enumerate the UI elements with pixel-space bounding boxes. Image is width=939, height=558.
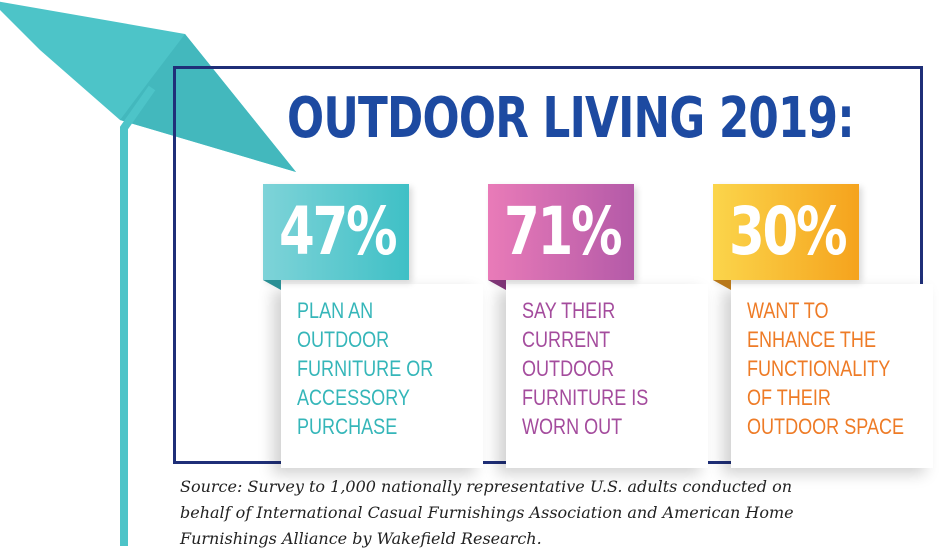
stat-percent-tab: 71% <box>488 184 634 280</box>
stat-description: SAY THEIR CURRENT OUTDOOR FURNITURE IS W… <box>522 298 649 439</box>
stat-percent: 71% <box>504 193 623 270</box>
stat-percent-tab: 47% <box>263 184 409 280</box>
stat-card-paper <box>506 284 708 468</box>
stat-card-1: 47% PLAN AN OUTDOOR FURNITURE OR ACCESSO… <box>263 184 483 468</box>
stat-percent: 47% <box>279 193 398 270</box>
stat-card-paper <box>281 284 483 468</box>
page-title: OUTDOOR LIVING 2019: <box>287 86 855 151</box>
stat-card-3: 30% WANT TO ENHANCE THE FUNCTIONALITY OF… <box>713 184 933 468</box>
umbrella-pole <box>120 85 156 546</box>
stat-percent-tab: 30% <box>713 184 859 280</box>
tab-fold <box>488 280 506 290</box>
stat-description: PLAN AN OUTDOOR FURNITURE OR ACCESSORY P… <box>297 298 434 439</box>
stat-description: WANT TO ENHANCE THE FUNCTIONALITY OF THE… <box>747 298 905 439</box>
source-note: Source: Survey to 1,000 nationally repre… <box>180 477 794 548</box>
stat-percent: 30% <box>729 193 848 270</box>
stat-card-paper <box>731 284 933 468</box>
tab-fold <box>263 280 281 290</box>
tab-fold <box>713 280 731 290</box>
stat-card-2: 71% SAY THEIR CURRENT OUTDOOR FURNITURE … <box>488 184 708 468</box>
